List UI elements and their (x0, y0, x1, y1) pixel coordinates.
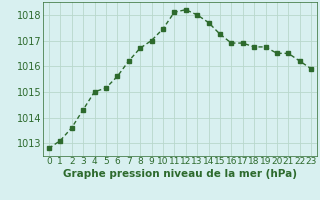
X-axis label: Graphe pression niveau de la mer (hPa): Graphe pression niveau de la mer (hPa) (63, 169, 297, 179)
